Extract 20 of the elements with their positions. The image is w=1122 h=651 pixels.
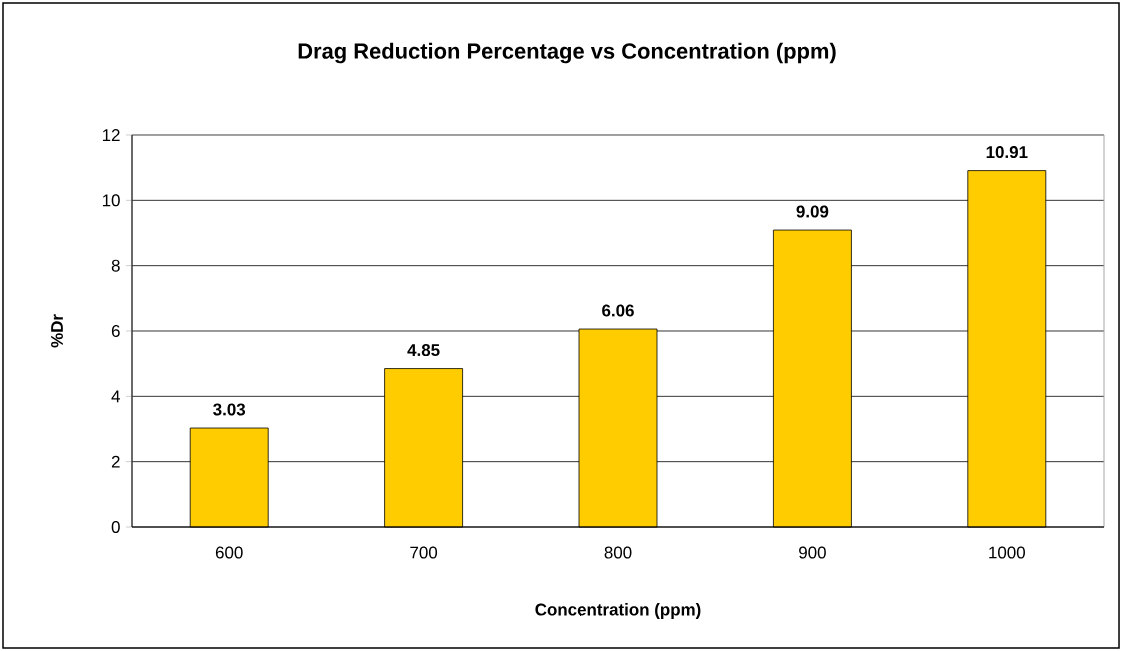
y-tick-label: 10 [102,194,120,207]
x-axis-title: Concentration (ppm) [535,603,701,619]
data-label: 9.09 [796,205,829,218]
x-tick-label: 900 [799,546,826,559]
x-tick-label: 700 [410,546,438,559]
chart-title: Drag Reduction Percentage vs Concentration (ppm) [298,42,836,64]
data-label: 6.06 [602,304,634,317]
y-tick-label: 4 [111,390,120,403]
data-label: 4.85 [407,344,440,357]
x-tick-label: 1000 [989,546,1025,559]
y-tick-label: 8 [111,259,120,272]
y-tick-label: 12 [102,129,120,141]
y-axis-title: %Dr [51,314,63,348]
data-label: 3.03 [213,403,246,416]
y-tick-label: 2 [111,455,120,468]
y-tick-label: 0 [111,521,120,533]
y-tick-label: 6 [111,325,120,337]
data-label: 10.91 [986,146,1028,159]
x-tick-label: 800 [604,546,632,559]
x-tick-label: 600 [215,546,243,559]
